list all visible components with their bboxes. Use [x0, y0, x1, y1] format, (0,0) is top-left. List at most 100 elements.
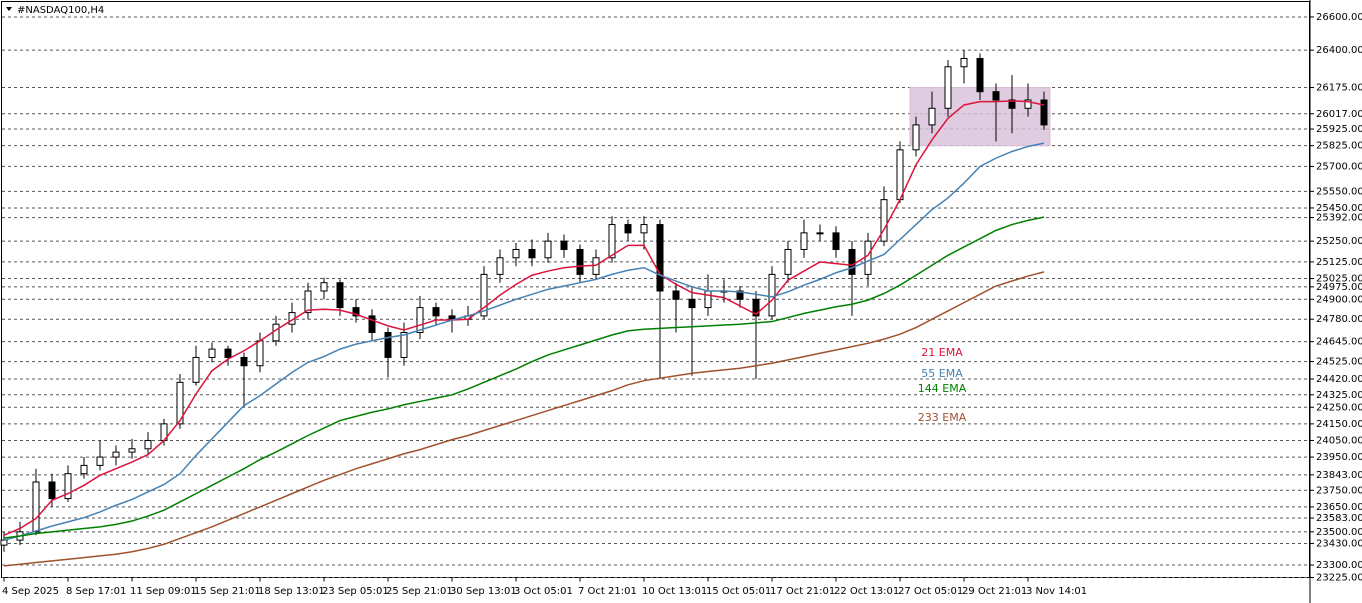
candle-body [1008, 99, 1016, 109]
candle-body [768, 273, 776, 317]
chart-title: #NASDAQ100,H4 [17, 5, 104, 16]
candle-body [112, 451, 120, 458]
candle-body [544, 240, 552, 259]
y-tick-label: 26017.00 [1316, 109, 1362, 120]
y-tick-label: 25550.00 [1316, 186, 1362, 197]
y-tick-label: 23500.00 [1316, 527, 1362, 538]
candle-body [128, 448, 136, 453]
x-tick-label: 8 Sep 17:01 [66, 586, 126, 597]
candle-body [0, 539, 8, 546]
candle-body [64, 473, 72, 500]
y-tick-label: 26400.00 [1316, 45, 1362, 56]
y-tick-label: 25250.00 [1316, 236, 1362, 247]
candle-body [832, 232, 840, 250]
candle-body [928, 107, 936, 126]
y-tick-label: 23225.00 [1316, 573, 1362, 584]
x-tick-label: 4 Sep 2025 [2, 586, 59, 597]
candle-body [912, 124, 920, 151]
y-tick-label: 24150.00 [1316, 419, 1362, 430]
y-tick-label: 23650.00 [1316, 502, 1362, 513]
candle-body [576, 248, 584, 275]
candle-body [944, 66, 952, 109]
candle-body [992, 91, 1000, 101]
candle-body [976, 57, 984, 93]
candle-body [448, 315, 456, 320]
candle-body [560, 240, 568, 250]
x-tick-label: 22 Oct 13:01 [834, 586, 899, 597]
legend-label: 21 EMA [921, 346, 963, 359]
y-tick-label: 23950.00 [1316, 452, 1362, 463]
candle-body [240, 356, 248, 367]
legend-label: 233 EMA [918, 411, 967, 424]
candle-body [80, 464, 88, 475]
y-tick-label: 25925.00 [1316, 124, 1362, 135]
candle-body [640, 224, 648, 234]
x-tick-label: 15 Oct 05:01 [706, 586, 771, 597]
candle-body [960, 57, 968, 68]
x-tick-label: 3 Nov 14:01 [1026, 586, 1087, 597]
y-tick-label: 24525.00 [1316, 357, 1362, 368]
candle-body [480, 273, 488, 317]
candle-body [336, 282, 344, 309]
legend-label: 144 EMA [918, 382, 967, 395]
candle-body [224, 348, 232, 358]
x-tick-label: 7 Oct 21:01 [578, 586, 637, 597]
y-tick-label: 23843.00 [1316, 470, 1362, 481]
y-tick-label: 23300.00 [1316, 560, 1362, 571]
y-tick-label: 23430.00 [1316, 538, 1362, 549]
y-tick-label: 24900.00 [1316, 294, 1362, 305]
candle-body [192, 356, 200, 383]
candle-body [512, 248, 520, 259]
y-tick-label: 24780.00 [1316, 314, 1362, 325]
candle-body [896, 149, 904, 201]
y-tick-label: 24050.00 [1316, 435, 1362, 446]
x-tick-label: 18 Sep 13:01 [258, 586, 325, 597]
candle-body [208, 348, 216, 358]
candle-body [880, 199, 888, 242]
candle-body [528, 248, 536, 259]
x-tick-label: 11 Sep 09:01 [130, 586, 197, 597]
y-tick-label: 24420.00 [1316, 374, 1362, 385]
candle-body [624, 224, 632, 234]
candle-body [432, 307, 440, 317]
candle-body [176, 381, 184, 425]
y-tick-label: 24645.00 [1316, 337, 1362, 348]
y-tick-label: 26600.00 [1316, 12, 1362, 23]
ema-line [3, 271, 1045, 567]
ema-line [3, 216, 1045, 539]
x-tick-label: 3 Oct 05:01 [514, 586, 573, 597]
menu-arrow[interactable] [6, 7, 12, 11]
candle-body [784, 248, 792, 275]
candle-body [416, 307, 424, 334]
candle-body [752, 298, 760, 317]
candle-body [688, 298, 696, 309]
candle-body [32, 481, 40, 533]
ema-line [3, 100, 1045, 536]
candle-body [704, 290, 712, 309]
y-tick-label: 23750.00 [1316, 485, 1362, 496]
ema-line [3, 142, 1045, 541]
y-tick-label: 24975.00 [1316, 282, 1362, 293]
y-tick-label: 25025.00 [1316, 274, 1362, 285]
candle-body [96, 456, 104, 466]
candle-body [352, 307, 360, 317]
candle-body [800, 232, 808, 250]
y-tick-label: 25392.00 [1316, 213, 1362, 224]
candle-body [1024, 99, 1032, 109]
y-tick-label: 25125.00 [1316, 257, 1362, 268]
candle-body [144, 439, 152, 450]
y-tick-label: 25450.00 [1316, 203, 1362, 214]
candle-body [48, 481, 56, 500]
x-tick-label: 27 Oct 05:01 [898, 586, 963, 597]
candle-body [608, 224, 616, 259]
candle-body [816, 232, 824, 235]
candle-body [384, 332, 392, 358]
x-tick-label: 30 Sep 13:01 [450, 586, 517, 597]
x-tick-label: 15 Sep 21:01 [194, 586, 261, 597]
y-tick-label: 26175.00 [1316, 83, 1362, 94]
y-tick-label: 25825.00 [1316, 141, 1362, 152]
x-tick-label: 29 Oct 21:01 [962, 586, 1027, 597]
candle-body [400, 332, 408, 358]
y-tick-label: 25700.00 [1316, 161, 1362, 172]
